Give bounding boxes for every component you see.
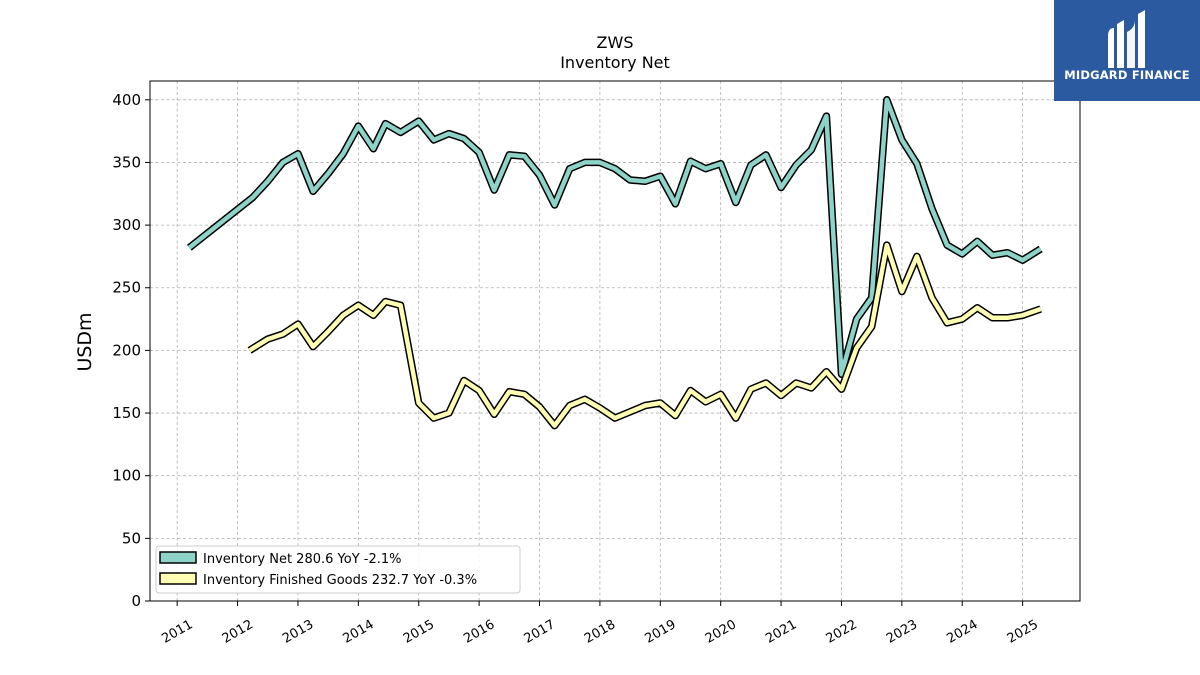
legend-box (155, 545, 521, 594)
chart-title: ZWS (597, 33, 634, 52)
legend: Inventory Net 280.6 YoY -2.1% Inventory … (155, 545, 521, 594)
logo-text: MIDGARD FINANCE (1064, 68, 1190, 82)
legend-label-inventory-finished-goods: Inventory Finished Goods 232.7 YoY -0.3% (203, 573, 477, 588)
plot-frame (149, 80, 1081, 602)
logo-mark-icon (1108, 10, 1145, 68)
y-tick-label: 250 (112, 279, 141, 297)
legend-swatch-inventory-finished-goods (159, 572, 197, 585)
y-tick-label: 100 (112, 467, 141, 485)
y-axis-label: USDm (74, 312, 96, 371)
series-lines (186, 96, 1043, 430)
y-tick-label: 150 (112, 404, 141, 422)
series-line-inventory-finished-goods (248, 242, 1042, 428)
midgard-finance-logo: MIDGARD FINANCE (1054, 0, 1200, 101)
y-axis-ticks: 0 50 100 150 200 250 300 350 400 (112, 91, 150, 610)
chart-subtitle: Inventory Net (560, 53, 670, 72)
y-tick-label: 0 (131, 592, 141, 610)
series-line-inventory-net (187, 97, 1042, 377)
y-tick-label: 400 (112, 91, 141, 109)
legend-swatch-inventory-net (159, 551, 197, 564)
y-tick-label: 200 (112, 341, 141, 359)
legend-label-inventory-net: Inventory Net 280.6 YoY -2.1% (203, 552, 402, 567)
y-tick-label: 50 (122, 529, 141, 547)
y-tick-label: 300 (112, 216, 141, 234)
y-tick-label: 350 (112, 153, 141, 171)
